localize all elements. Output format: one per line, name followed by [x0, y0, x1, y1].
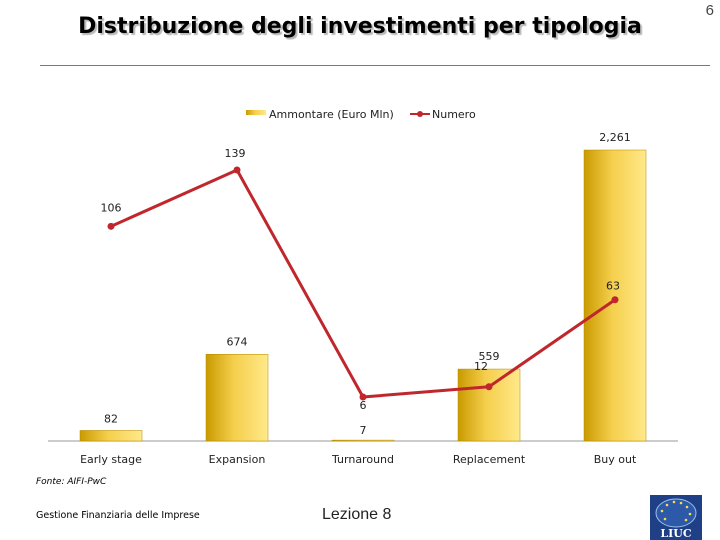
line-value-label: 106 — [101, 201, 122, 214]
logo-text: LIUC — [660, 527, 691, 540]
footer-lecture: Lezione 8 — [322, 506, 392, 523]
x-tick-label: Expansion — [209, 453, 266, 466]
line-value-label: 63 — [606, 280, 620, 293]
footer-course: Gestione Finanziaria delle Imprese — [36, 510, 200, 521]
bar-buy-out — [583, 149, 647, 442]
source-note: Fonte: AIFI-PwC — [36, 477, 107, 487]
bar-value-label: 7 — [360, 424, 367, 437]
legend-label-ammontare: Ammontare (Euro Mln) — [269, 108, 394, 121]
title-divider — [40, 65, 710, 66]
line-numero — [110, 168, 616, 399]
chart: Ammontare (Euro Mln) Numero Early stage Ex… — [48, 108, 678, 466]
line-point — [611, 296, 619, 304]
line-point — [233, 166, 241, 174]
line-value-label: 12 — [474, 360, 488, 373]
bar-early-stage — [79, 430, 143, 442]
bar-value-label: 2,261 — [599, 131, 631, 144]
bar-replacement — [457, 368, 521, 442]
x-tick-label: Replacement — [453, 453, 526, 466]
bar-value-label: 559 — [479, 350, 500, 363]
bar-turnaround — [331, 439, 395, 442]
line-point — [359, 393, 367, 401]
data-labels: 82 674 7 559 2,261 106 139 6 12 63 — [101, 131, 631, 437]
liuc-logo: LIUC — [650, 495, 702, 540]
x-tick-label: Early stage — [80, 453, 142, 466]
chart-legend: Ammontare (Euro Mln) Numero — [246, 108, 476, 121]
bar-value-label: 674 — [227, 335, 248, 348]
legend-bar-swatch — [246, 110, 266, 115]
bar-series — [79, 149, 647, 442]
line-value-label: 6 — [360, 399, 367, 412]
legend-label-numero: Numero — [432, 108, 476, 121]
page-number: 6 — [705, 2, 714, 19]
bar-value-label: 82 — [104, 412, 118, 425]
line-point — [485, 383, 493, 391]
bar-expansion — [205, 354, 269, 442]
x-tick-label: Turnaround — [331, 453, 394, 466]
line-value-label: 139 — [225, 147, 246, 160]
slide-title: Distribuzione degli investimenti per tip… — [78, 14, 642, 39]
line-point — [107, 222, 115, 230]
x-tick-label: Buy out — [594, 453, 637, 466]
line-series — [107, 166, 619, 401]
legend-line-marker — [417, 111, 423, 117]
chart-axis: Early stage Expansion Turnaround Replacemen… — [48, 440, 678, 466]
